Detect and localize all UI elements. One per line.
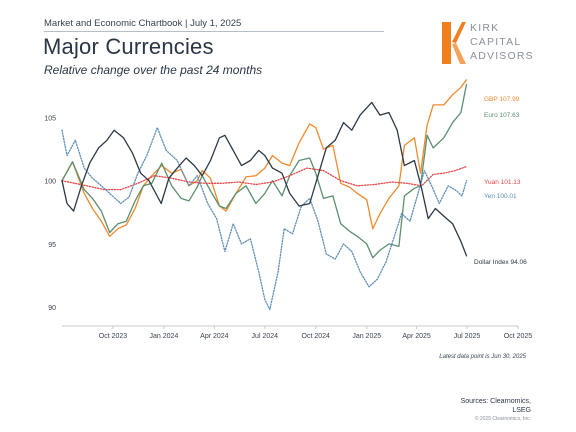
y-tick-label: 105 <box>44 116 56 123</box>
x-axis-tick-labels: Oct 2023 Jan 2024 Apr 2024 Jul 2024 Oct 2024… <box>99 333 533 340</box>
x-tick-label: Oct 2023 <box>99 333 128 340</box>
y-axis-tick-labels: 90 95 100 105 <box>44 116 56 312</box>
x-axis-tick-marks <box>112 326 519 329</box>
y-tick-label: 95 <box>48 242 56 249</box>
y-tick-label: 90 <box>48 305 56 312</box>
series-line-yen <box>61 127 468 311</box>
company-logo: KIRK CAPITAL ADVISORS <box>440 22 550 66</box>
x-tick-label: Apr 2025 <box>402 333 431 340</box>
x-tick-label: Jan 2025 <box>352 333 381 340</box>
series-line-gbp <box>61 79 468 237</box>
y-tick-label: 100 <box>44 179 56 186</box>
chart-subtitle: Relative change over the past 24 months <box>44 63 263 77</box>
logo-word-capital: CAPITAL <box>470 36 522 48</box>
header-divider <box>44 31 384 32</box>
series-end-label-yen: Yen 100.01 <box>484 193 517 200</box>
series-line-yuan <box>61 165 468 191</box>
series-end-label-dollar-index: Dollar Index 94.06 <box>474 259 527 266</box>
series-end-labels: GBP 107.99 Euro 107.63 Yuan 101.13 Yen 100.… <box>474 96 527 266</box>
logo-word-advisors: ADVISORS <box>470 50 534 62</box>
sources-note: Sources: Clearnomics, LSEG <box>461 397 531 415</box>
sources-line-2: LSEG <box>512 407 531 414</box>
chartbook-header: Market and Economic Chartbook | July 1, … <box>44 18 242 29</box>
sources-line-1: Sources: Clearnomics, <box>460 398 531 405</box>
series-end-label-gbp: GBP 107.99 <box>484 96 520 103</box>
series-line-dollar-index <box>61 101 468 257</box>
copyright-note: © 2025 Clearnomics, Inc. <box>474 416 531 422</box>
series-end-label-euro: Euro 107.63 <box>484 112 520 119</box>
x-tick-label: Jan 2024 <box>150 333 179 340</box>
series-line-euro <box>61 83 468 259</box>
x-tick-label: Oct 2024 <box>302 333 331 340</box>
series-lines <box>61 79 468 311</box>
x-tick-label: Apr 2024 <box>200 333 229 340</box>
x-tick-label: Jul 2025 <box>454 333 481 340</box>
data-footnote: Latest data point is Jun 30, 2025 <box>439 354 526 360</box>
chart-title: Major Currencies <box>43 34 214 59</box>
logo-word-kirk: KIRK <box>470 22 500 34</box>
logo-mark-icon <box>442 22 466 64</box>
series-end-label-yuan: Yuan 101.13 <box>484 179 521 186</box>
x-tick-label: Jul 2024 <box>252 333 279 340</box>
x-tick-label: Oct 2025 <box>504 333 533 340</box>
